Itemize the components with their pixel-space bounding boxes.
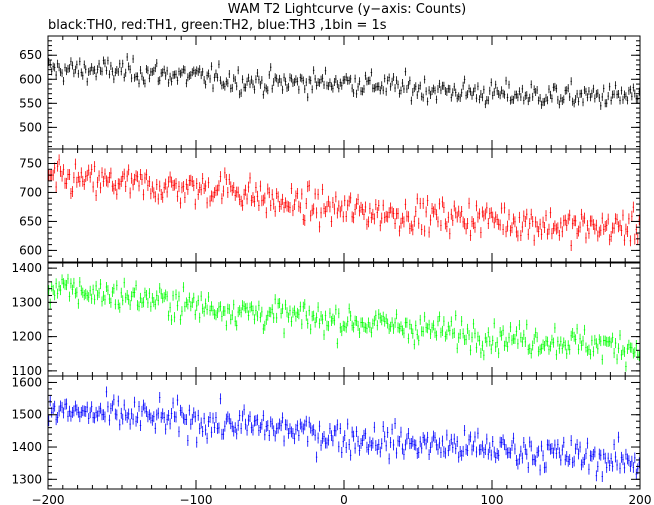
x-tick-label: −100 [180, 493, 213, 505]
y-tick-label: 600 [19, 72, 42, 86]
x-tick-label: −200 [32, 493, 65, 505]
panel-th1: 600 650 700 750 [19, 148, 641, 263]
y-tick-label: 600 [19, 243, 42, 257]
y-tick-label: 1200 [11, 330, 42, 344]
y-tick-label: 700 [19, 185, 42, 199]
x-tick-label: 0 [340, 493, 348, 505]
y-tick-label: 550 [19, 96, 42, 110]
panel-frame-th2 [47, 262, 641, 377]
y-tick-label: 650 [19, 48, 42, 62]
panel-th3: 1300 1400 1500 1600 [11, 375, 641, 490]
y-tick-label: 1100 [11, 364, 42, 378]
y-tick-label: 750 [19, 156, 42, 170]
y-tick-label: 1300 [11, 472, 42, 486]
y-tick-label: 1600 [11, 375, 42, 389]
lightcurve-th2 [48, 273, 640, 372]
y-tick-label: 650 [19, 214, 42, 228]
y-tick-label: 1300 [11, 295, 42, 309]
y-tick-label: 500 [19, 120, 42, 134]
y-tick-label: 1400 [11, 440, 42, 454]
x-axis: −200 −100 0 100 200 [32, 493, 652, 505]
lightcurve-th0 [48, 52, 640, 110]
chart-title: WAM T2 Lightcurve (y−axis: Counts) [228, 2, 466, 17]
panel-frame-th1 [47, 148, 641, 263]
lightcurve-th3 [48, 386, 640, 483]
y-tick-label: 1400 [11, 261, 42, 275]
panels-group: 500 550 600 650 600 650 700 750 1100 1200 1300 1400… [11, 35, 641, 490]
panel-frame-th3 [47, 375, 641, 490]
x-tick-label: 100 [481, 493, 504, 505]
panel-frame-th0 [47, 35, 641, 150]
lightcurve-th1 [48, 154, 640, 252]
panel-th2: 1100 1200 1300 1400 [11, 261, 641, 378]
y-tick-label: 1500 [11, 408, 42, 422]
panel-th0: 500 550 600 650 [19, 35, 641, 150]
chart-subtitle: black:TH0, red:TH1, green:TH2, blue:TH3 … [48, 18, 387, 33]
x-tick-label: 200 [629, 493, 652, 505]
